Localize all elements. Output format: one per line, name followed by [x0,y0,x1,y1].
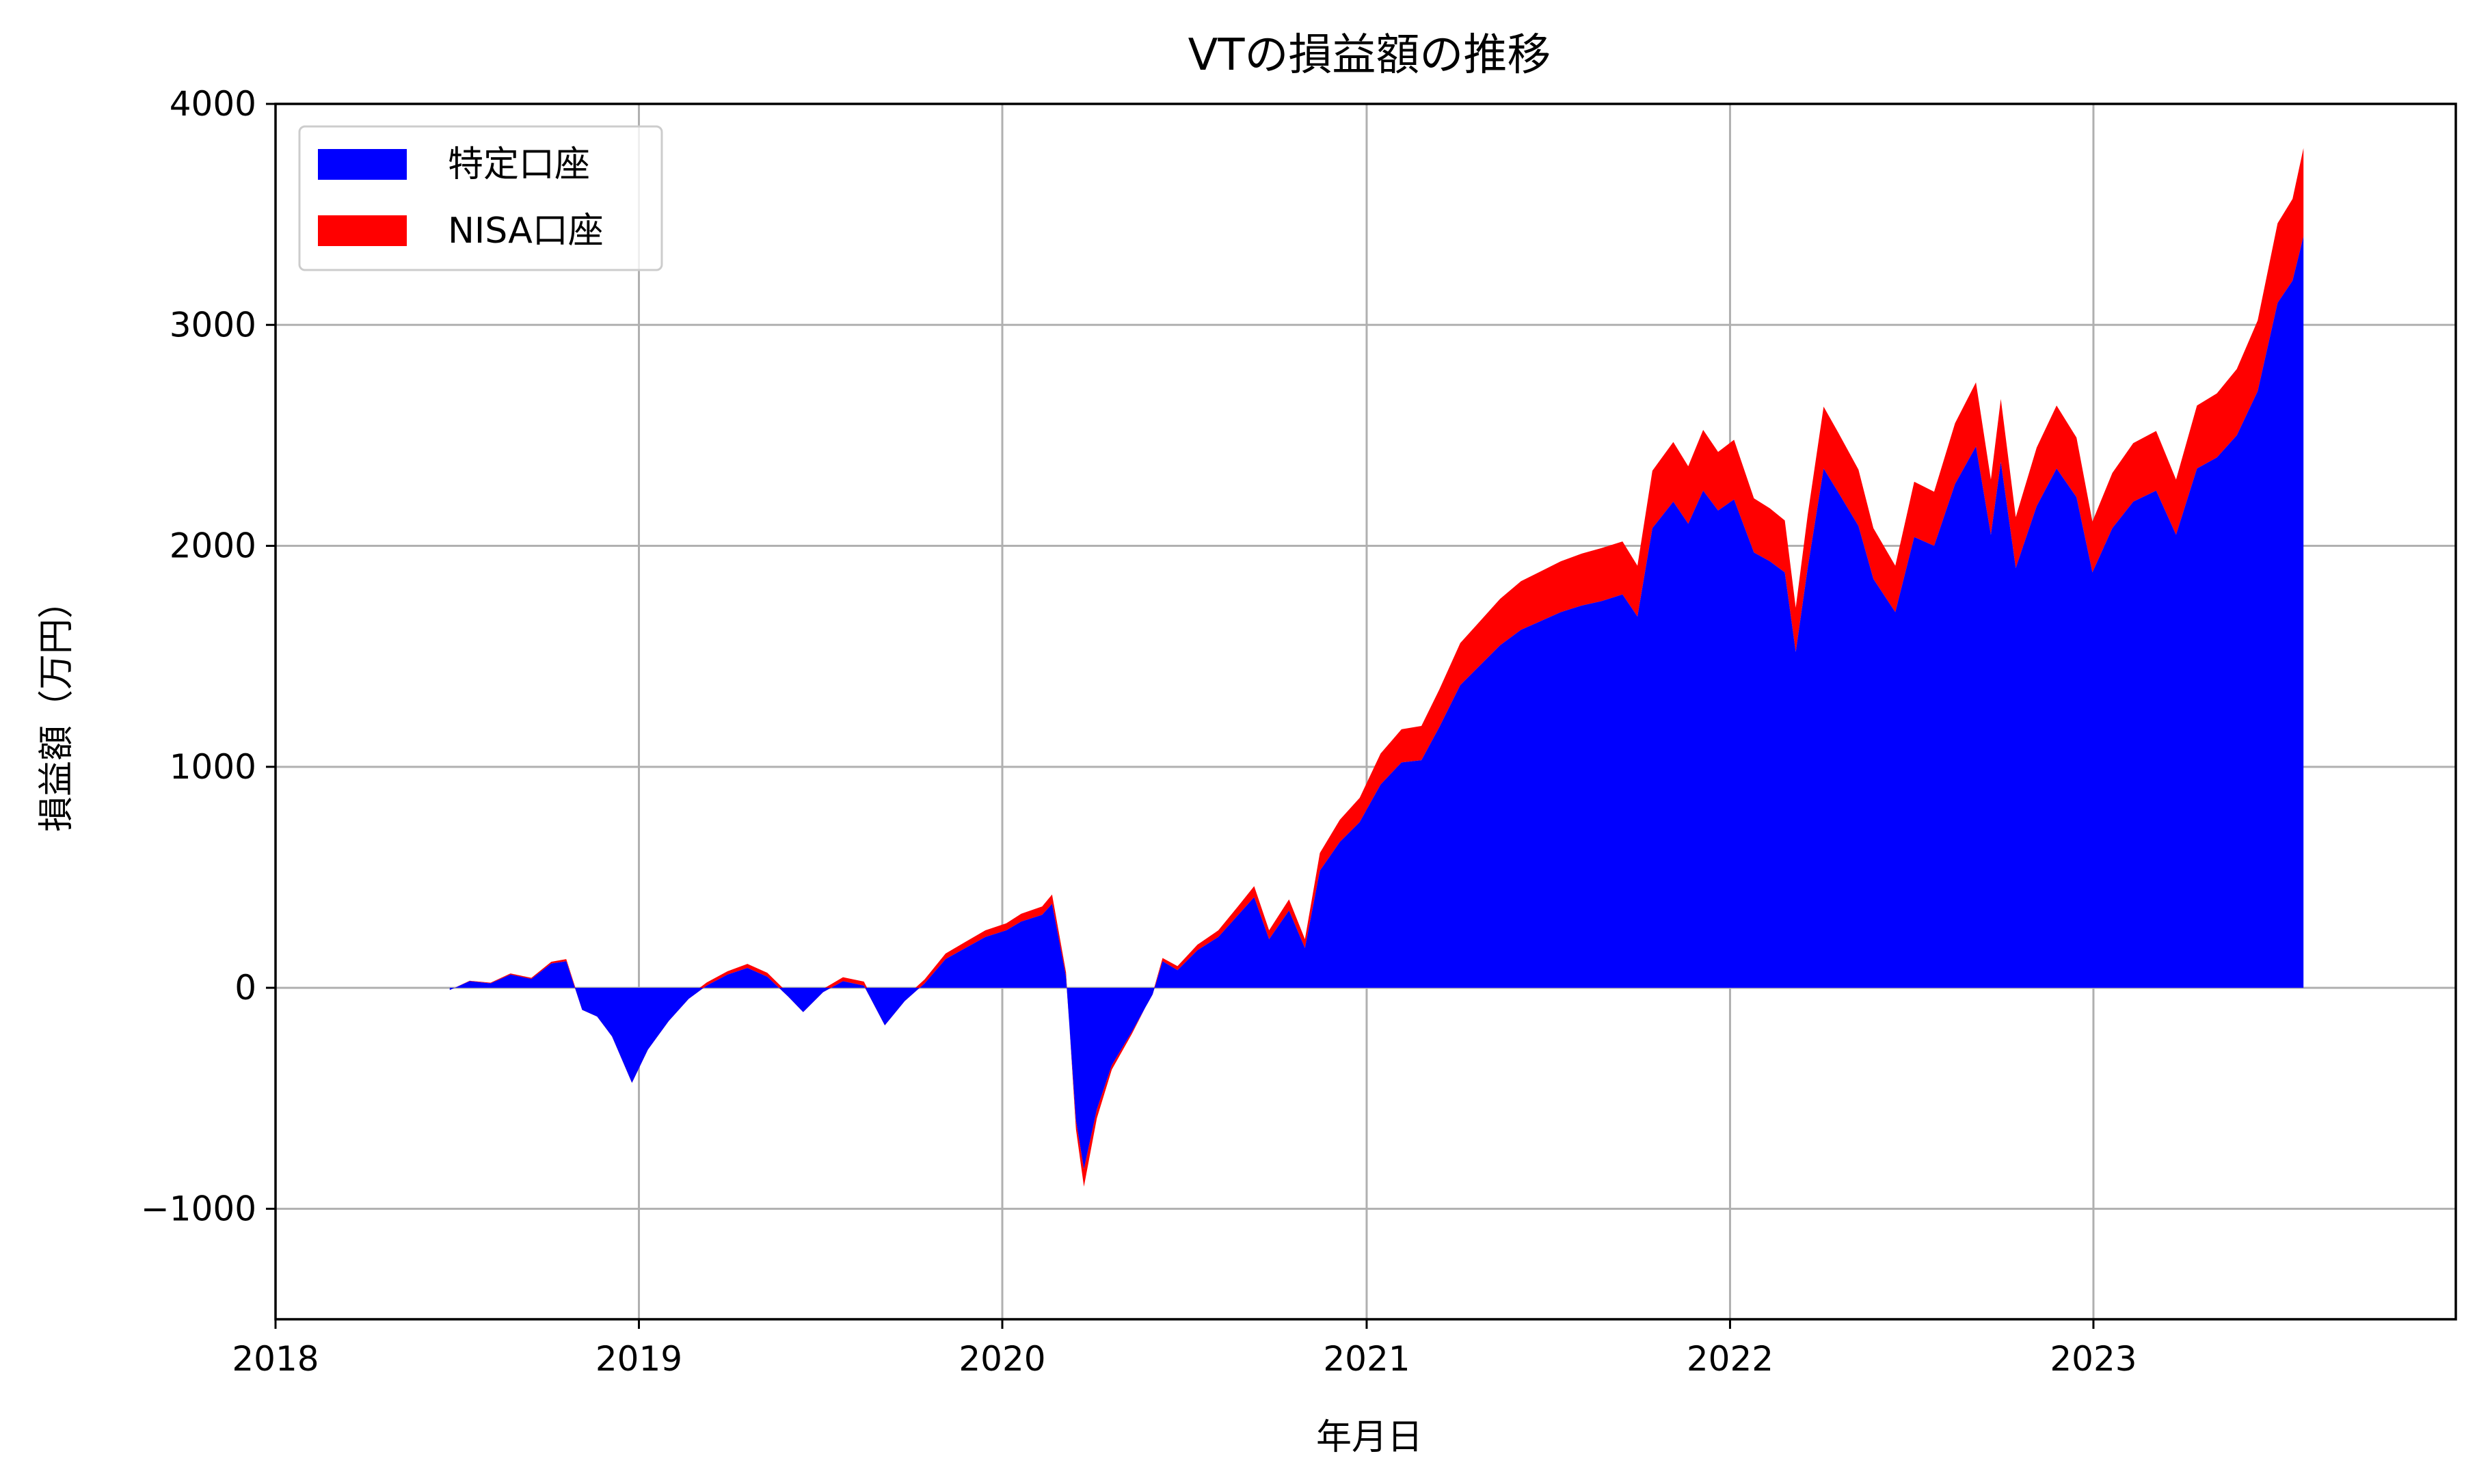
y-tick-label-5: 4000 [170,84,256,124]
legend-swatch-nisa [318,215,407,246]
x-tick-label-2018: 2018 [232,1339,319,1379]
y-tick-label-2: 1000 [170,747,256,787]
y-axis-label: 損益額（万円） [36,583,77,832]
y-tick-label-4: 3000 [170,305,256,345]
y-tick-label-1: 0 [235,968,256,1008]
x-tick-label-2022: 2022 [1687,1339,1773,1379]
legend-label-tokutei: 特定口座 [448,144,590,185]
x-tick-label-2021: 2021 [1323,1339,1410,1379]
legend: 特定口座 NISA口座 [298,125,663,271]
x-tick-label-2023: 2023 [2050,1339,2137,1379]
plot-area: 2018 2019 2020 2021 2022 2023 −1000 0 1000 2000 30… [141,84,2457,1379]
chart-title: VTの損益額の推移 [1188,30,1551,81]
legend-swatch-tokutei [318,149,407,180]
legend-label-nisa: NISA口座 [448,211,604,252]
y-tick-label-0: −1000 [141,1189,256,1228]
y-tick-label-3: 2000 [170,526,256,566]
x-axis-label: 年月日 [1316,1417,1423,1458]
x-tick-label-2019: 2019 [595,1339,682,1379]
x-tick-label-2020: 2020 [959,1339,1045,1379]
area-series-tokutei [449,236,2304,1170]
